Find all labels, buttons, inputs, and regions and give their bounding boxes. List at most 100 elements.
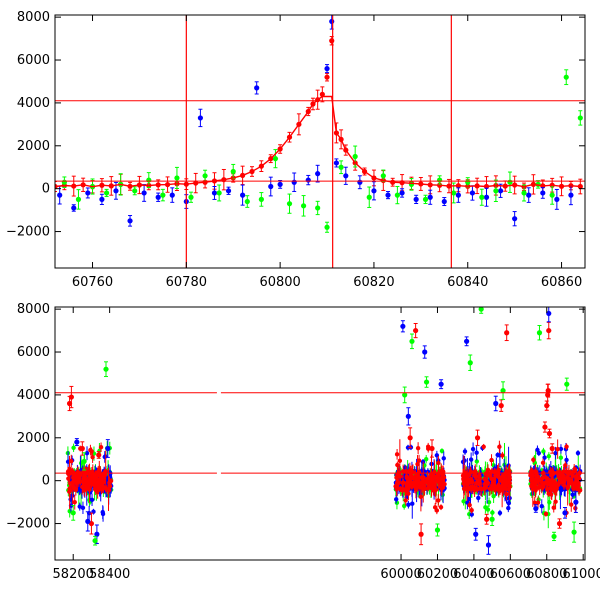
data-point <box>504 330 510 336</box>
data-point <box>422 483 427 488</box>
x-tick-label: 60800 <box>526 567 567 582</box>
data-point <box>324 224 330 230</box>
data-point <box>71 445 76 450</box>
data-point <box>451 190 457 196</box>
y-tick-label: 4000 <box>17 388 50 403</box>
x-tick-label: 60760 <box>72 275 113 290</box>
axes-frame <box>54 306 586 561</box>
y-tick-label: 0 <box>42 182 50 197</box>
data-point <box>504 491 509 497</box>
data-point <box>565 484 571 490</box>
y-tick-label: −2000 <box>6 225 50 240</box>
data-point <box>507 179 513 185</box>
data-point <box>482 476 487 482</box>
data-point <box>103 190 110 196</box>
data-point <box>88 481 93 486</box>
data-point <box>268 183 274 190</box>
data-point <box>413 327 419 334</box>
data-point <box>497 188 504 194</box>
data-point <box>461 499 466 504</box>
data-point <box>529 468 534 474</box>
data-point <box>577 183 583 190</box>
y-tick-label: 2000 <box>17 139 50 154</box>
data-point <box>434 527 441 533</box>
data-point <box>439 486 444 491</box>
data-point <box>80 484 85 490</box>
data-point <box>502 473 508 478</box>
data-point <box>556 520 563 527</box>
x-tick-label: 60860 <box>541 275 582 290</box>
data-point <box>491 493 496 499</box>
data-point <box>486 499 492 505</box>
data-point <box>485 507 491 512</box>
data-point <box>546 454 552 459</box>
data-point <box>80 505 86 511</box>
data-point <box>433 486 438 492</box>
data-point <box>407 435 413 441</box>
data-point <box>473 474 478 479</box>
data-point <box>68 394 74 400</box>
data-point <box>98 444 104 450</box>
data-point <box>468 457 474 462</box>
plot-area <box>55 307 585 555</box>
data-point <box>385 192 391 198</box>
data-point <box>436 460 441 466</box>
y-tick-label: 0 <box>42 474 50 489</box>
data-point <box>403 465 408 470</box>
data-point <box>415 477 421 483</box>
data-point <box>400 469 406 474</box>
data-point <box>89 474 95 480</box>
data-point <box>470 479 475 485</box>
data-point <box>113 188 119 194</box>
data-point <box>61 179 67 185</box>
data-point <box>493 400 499 407</box>
data-point <box>477 473 482 478</box>
data-point <box>74 439 80 445</box>
data-point <box>540 190 546 196</box>
y-tick-label: 6000 <box>17 345 50 360</box>
data-point <box>90 454 95 460</box>
data-point <box>571 529 577 535</box>
data-point <box>70 510 76 516</box>
data-point <box>560 475 566 480</box>
data-point <box>437 478 442 484</box>
data-point <box>551 505 556 510</box>
x-tick-label: 60200 <box>417 567 458 582</box>
data-point <box>254 85 260 91</box>
data-point <box>103 366 109 372</box>
data-point <box>549 192 555 198</box>
data-point <box>107 480 112 486</box>
x-tick-label: 60000 <box>380 567 421 582</box>
data-point <box>573 499 579 505</box>
data-point <box>240 192 246 198</box>
data-point <box>563 463 568 468</box>
data-point <box>536 484 541 490</box>
data-point <box>99 196 105 202</box>
data-point <box>489 457 494 463</box>
data-point <box>569 478 574 484</box>
data-point <box>418 494 424 500</box>
data-point <box>94 531 100 537</box>
data-point <box>92 538 98 544</box>
data-point <box>406 502 411 507</box>
data-point <box>469 508 474 513</box>
data-point <box>507 468 512 474</box>
data-point <box>69 480 75 486</box>
data-point <box>535 447 540 453</box>
data-point <box>546 491 551 496</box>
data-point <box>79 445 85 452</box>
data-point <box>405 445 411 450</box>
data-point <box>402 392 408 398</box>
data-point <box>439 448 445 454</box>
data-point <box>371 188 377 194</box>
data-point <box>57 192 63 198</box>
data-point <box>464 338 470 344</box>
data-point <box>576 480 581 486</box>
data-point <box>570 492 575 497</box>
data-point <box>492 484 498 489</box>
data-point <box>155 194 161 200</box>
data-point <box>533 505 539 512</box>
data-point <box>574 473 579 479</box>
data-point <box>410 501 415 506</box>
